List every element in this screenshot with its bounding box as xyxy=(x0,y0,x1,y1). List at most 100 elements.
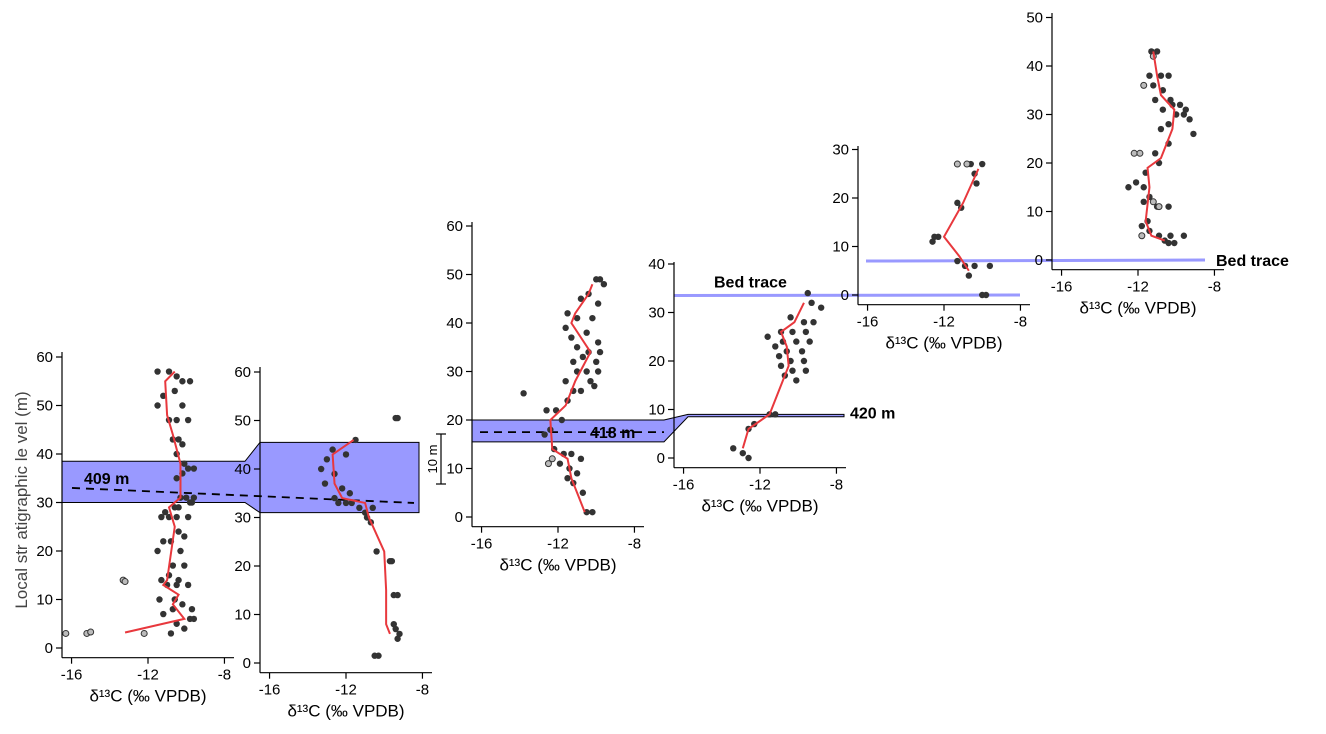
y-tick-label: 20 xyxy=(832,190,849,207)
data-point xyxy=(587,378,594,385)
data-point xyxy=(181,533,188,540)
x-axis-label: δ¹³C (‰ VPDB) xyxy=(499,556,616,575)
data-point xyxy=(594,339,602,346)
data-point xyxy=(1176,101,1184,109)
data-point xyxy=(1167,232,1174,239)
data-point xyxy=(965,272,973,279)
data-point xyxy=(1152,150,1159,157)
data-point xyxy=(594,368,602,375)
x-tick-label: -12 xyxy=(137,667,159,684)
data-point xyxy=(356,504,363,511)
y-tick-label: 60 xyxy=(234,364,251,381)
data-point xyxy=(793,338,800,345)
open-data-point xyxy=(62,629,70,637)
bed-trace-label-lower: Bed trace xyxy=(714,275,787,292)
data-point xyxy=(954,199,961,207)
y-tick-label: 0 xyxy=(45,640,53,657)
y-tick-label: 10 xyxy=(234,607,251,624)
data-point xyxy=(594,300,602,307)
data-point xyxy=(1167,96,1174,104)
data-point xyxy=(1150,82,1157,89)
data-point xyxy=(167,630,175,637)
y-tick-label: 40 xyxy=(1026,58,1043,75)
data-point xyxy=(179,378,186,385)
x-tick-label: -12 xyxy=(335,682,357,699)
data-point xyxy=(1157,72,1165,79)
y-tick-label: 0 xyxy=(657,450,665,467)
data-point xyxy=(570,358,577,365)
open-data-point xyxy=(1140,81,1148,89)
data-point xyxy=(802,328,810,336)
panel-D: 0 10 20 30 40 -16 -12 -8 δ¹³C (‰ VPDB) xyxy=(648,256,846,516)
data-point xyxy=(931,233,938,240)
data-point xyxy=(156,596,163,603)
data-point xyxy=(186,378,194,385)
data-point xyxy=(329,446,336,453)
data-point xyxy=(579,353,587,361)
open-data-point xyxy=(1138,232,1146,240)
x-tick-label: -16 xyxy=(1051,279,1073,296)
data-point xyxy=(184,581,192,589)
data-point xyxy=(577,455,585,462)
y-tick-label: 50 xyxy=(234,413,251,430)
y-tick-label: 40 xyxy=(648,256,665,273)
data-point xyxy=(982,291,990,299)
data-point xyxy=(573,344,581,351)
data-point xyxy=(543,407,550,414)
trend-line xyxy=(331,439,391,635)
y-tick-label: 30 xyxy=(36,495,53,512)
data-point xyxy=(986,262,994,270)
y-tick-label: 50 xyxy=(1026,10,1043,27)
open-data-point xyxy=(140,629,148,637)
data-point xyxy=(802,367,810,374)
bed-trace-lines: Bed trace Bed trace xyxy=(673,253,1289,298)
y-tick-label: 10 xyxy=(36,592,53,609)
x-tick-label: -16 xyxy=(673,477,695,494)
data-point xyxy=(789,367,796,374)
data-point xyxy=(171,387,178,395)
data-point xyxy=(817,304,825,311)
data-point xyxy=(1138,222,1146,230)
data-point xyxy=(979,160,986,168)
data-point xyxy=(1153,48,1161,55)
y-tick-label: 30 xyxy=(1026,107,1043,124)
open-data-point xyxy=(1130,149,1138,157)
data-point xyxy=(1165,203,1172,210)
data-point xyxy=(577,295,585,302)
data-point xyxy=(800,319,808,326)
y-tick-label: 40 xyxy=(446,315,463,332)
data-point xyxy=(1159,106,1167,113)
x-tick-label: -12 xyxy=(933,314,955,331)
data-point xyxy=(173,581,180,589)
data-point xyxy=(158,576,165,584)
dashed-levels: 409 m 418 m 420 m xyxy=(71,405,895,504)
data-point xyxy=(346,490,354,497)
data-point xyxy=(184,416,192,424)
scale-bar: 10 m xyxy=(425,433,446,485)
x-tick-label: -8 xyxy=(416,682,429,699)
y-tick-label: 50 xyxy=(446,267,463,284)
data-point xyxy=(589,508,596,516)
data-point xyxy=(772,343,779,350)
data-point xyxy=(589,314,596,322)
y-tick-label: 10 xyxy=(1026,204,1043,221)
y-tick-label: 20 xyxy=(1026,155,1043,172)
data-point xyxy=(583,329,590,336)
data-point xyxy=(810,319,817,326)
data-point xyxy=(394,635,401,642)
y-tick-label: 0 xyxy=(243,655,251,672)
data-point xyxy=(154,402,161,409)
y-tick-label: 20 xyxy=(234,558,251,575)
bed-trace-label-upper: Bed trace xyxy=(1216,253,1289,270)
data-point xyxy=(338,485,346,492)
data-point xyxy=(179,601,186,608)
data-point xyxy=(373,548,380,555)
annotation-409: 409 m xyxy=(84,471,129,488)
data-point xyxy=(787,314,794,321)
data-point xyxy=(173,513,180,521)
data-point xyxy=(371,652,378,659)
data-point xyxy=(154,547,161,555)
open-data-point xyxy=(544,460,552,468)
data-point xyxy=(175,528,182,535)
y-tick-label: 10 xyxy=(446,461,463,478)
